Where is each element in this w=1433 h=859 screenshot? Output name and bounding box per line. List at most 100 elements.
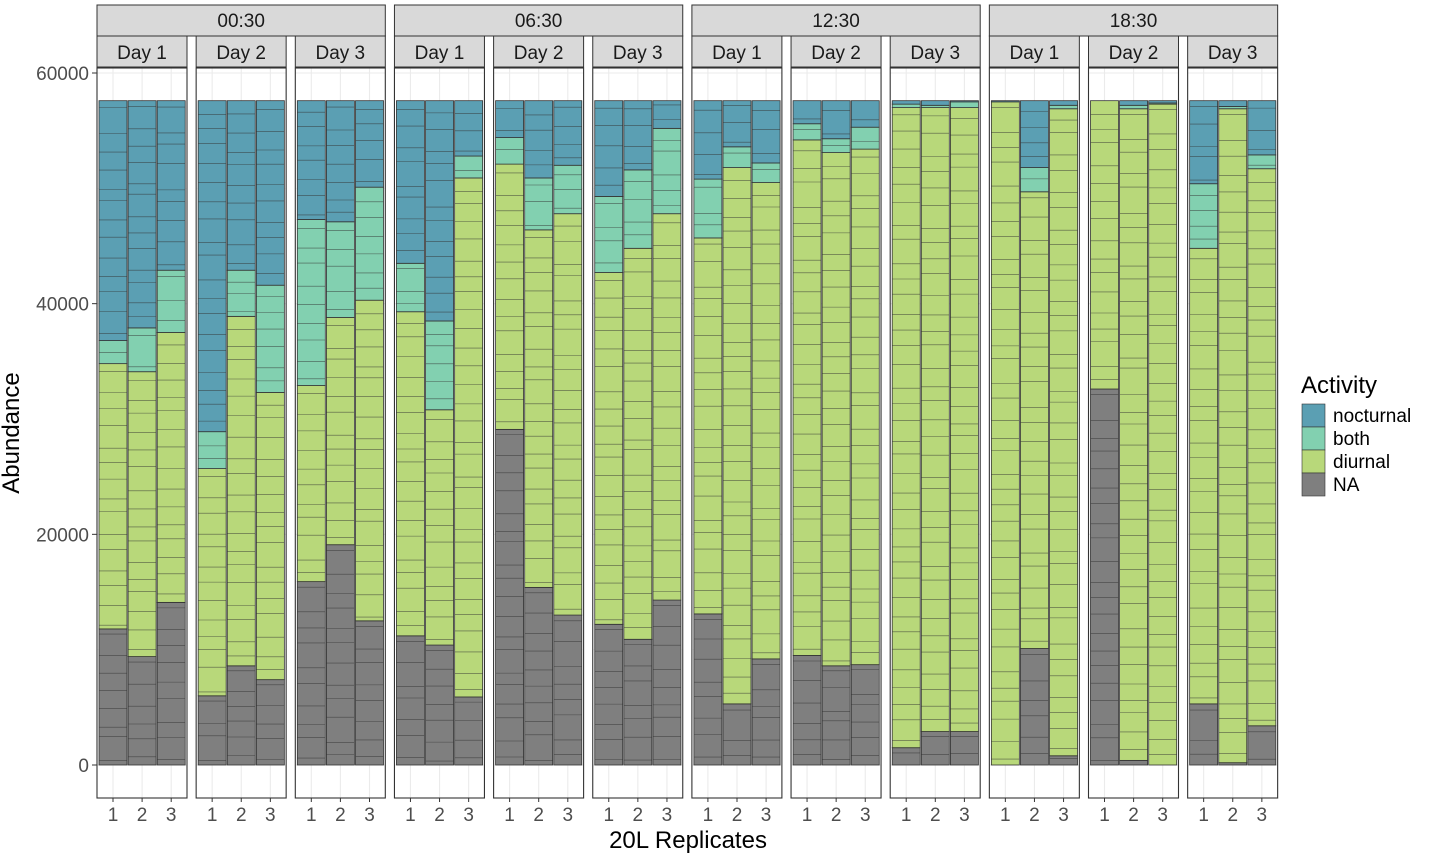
bar-segment-nocturnal xyxy=(1148,100,1178,104)
bar-segment-diurnal xyxy=(127,371,157,657)
bar-segment-both xyxy=(255,284,285,393)
x-tick-label: 1 xyxy=(1198,805,1209,826)
bar-segment-diurnal xyxy=(425,409,454,646)
day-strip-label: Day 2 xyxy=(811,43,861,64)
bar-segment-nocturnal xyxy=(425,100,454,322)
x-tick-label: 2 xyxy=(434,805,445,826)
bar-segment-nocturnal xyxy=(1119,100,1148,106)
bar-segment-na xyxy=(425,644,454,766)
bar-segment-nocturnal xyxy=(990,100,1020,103)
bar-segment-na xyxy=(1189,703,1219,766)
bar-segment-both xyxy=(1119,104,1148,110)
bar-segment-na xyxy=(594,623,624,766)
bar-segment-nocturnal xyxy=(255,100,285,286)
bar-segment-diurnal xyxy=(623,247,653,640)
facet-panel: Day 2 1 2 3 xyxy=(790,35,882,826)
bar-segment-diurnal xyxy=(821,152,851,667)
bar-segment-nocturnal xyxy=(623,100,653,171)
facet-panel: Day 1 1 2 3 xyxy=(988,35,1080,826)
bar-segment-diurnal xyxy=(1218,108,1248,764)
bar-segment-diurnal xyxy=(722,167,752,705)
bar-segment-both xyxy=(1020,167,1049,193)
bar-segment-diurnal xyxy=(98,363,128,630)
bar-segment-both xyxy=(1247,154,1277,170)
bar-segment-both xyxy=(396,262,425,313)
bar-segment-both xyxy=(325,221,355,318)
facet-panel: Day 3 1 2 3 xyxy=(294,35,386,826)
bar-segment-diurnal xyxy=(1148,103,1178,766)
bar-segment-nocturnal xyxy=(1218,100,1248,107)
x-tick-label: 2 xyxy=(137,805,148,826)
bar-segment-nocturnal xyxy=(454,100,484,157)
bar-segment-na xyxy=(722,703,752,766)
bar-segment-both xyxy=(594,196,624,273)
bar-segment-nocturnal xyxy=(751,100,781,164)
bar-segment-na xyxy=(920,731,950,766)
bar-segment-both xyxy=(425,320,454,411)
x-tick-label: 3 xyxy=(860,805,871,826)
bar-segment-diurnal xyxy=(355,299,384,622)
x-tick-label: 1 xyxy=(703,805,714,826)
bar-segment-nocturnal xyxy=(197,100,227,433)
x-tick-label: 3 xyxy=(463,805,474,826)
x-tick-label: 1 xyxy=(108,805,119,826)
day-strip-label: Day 1 xyxy=(712,43,762,64)
day-strip-label: Day 3 xyxy=(613,43,663,64)
time-strip: 12:30 xyxy=(691,4,981,37)
bar-segment-nocturnal xyxy=(355,100,384,188)
bar-segment-na xyxy=(127,656,157,766)
x-tick-label: 1 xyxy=(603,805,614,826)
x-tick-label: 3 xyxy=(959,805,970,826)
bar-segment-both xyxy=(891,103,921,108)
legend-swatch xyxy=(1301,403,1326,428)
bar-segment-diurnal xyxy=(156,332,186,603)
facet-panel: Day 3 1 2 3 xyxy=(1187,35,1279,826)
x-tick-label: 3 xyxy=(1058,805,1069,826)
facet-panel: Day 2 1 2 3 xyxy=(195,35,287,826)
bar-segment-diurnal xyxy=(325,317,355,546)
legend-label: nocturnal xyxy=(1333,406,1411,427)
bar-segment-both xyxy=(127,327,157,373)
bar-segment-nocturnal xyxy=(594,100,624,197)
bar-segment-both xyxy=(454,155,484,179)
x-tick-label: 3 xyxy=(761,805,772,826)
x-tick-label: 1 xyxy=(901,805,912,826)
facet-panel: Day 3 1 2 3 xyxy=(592,35,684,826)
bar-segment-diurnal xyxy=(396,311,425,637)
bar-segment-nocturnal xyxy=(1247,100,1277,156)
legend-swatch xyxy=(1301,426,1326,451)
bar-segment-both xyxy=(1189,183,1219,249)
bar-segment-nocturnal xyxy=(495,100,525,138)
bar-segment-na xyxy=(454,696,484,766)
bar-segment-na xyxy=(156,601,186,766)
bar-segment-na xyxy=(1119,759,1148,766)
x-tick-label: 2 xyxy=(1128,805,1139,826)
x-tick-label: 2 xyxy=(1029,805,1040,826)
bar-segment-diurnal xyxy=(950,107,979,732)
bar-segment-both xyxy=(495,137,525,165)
y-tick-label: 20000 xyxy=(36,525,89,546)
x-tick-label: 1 xyxy=(504,805,515,826)
facet-panel: Day 1 1 2 3 xyxy=(393,35,486,826)
bar-segment-nocturnal xyxy=(920,100,950,106)
x-tick-label: 3 xyxy=(265,805,276,826)
bar-segment-nocturnal xyxy=(553,100,583,166)
x-tick-label: 1 xyxy=(306,805,317,826)
x-tick-label: 3 xyxy=(1257,805,1268,826)
bar-segment-both xyxy=(693,178,723,239)
bar-segment-diurnal xyxy=(1119,108,1148,761)
x-tick-label: 1 xyxy=(405,805,416,826)
bar-segment-nocturnal xyxy=(652,100,682,129)
bar-segment-na xyxy=(1020,648,1049,766)
day-strip-label: Day 2 xyxy=(1109,43,1159,64)
bar-segment-nocturnal xyxy=(850,100,880,128)
bar-segment-both xyxy=(156,269,186,333)
day-strip-label: Day 1 xyxy=(1010,43,1060,64)
bar-segment-nocturnal xyxy=(325,100,355,223)
bar-segment-na xyxy=(255,679,285,766)
facet-panel: Day 2 1 2 3 xyxy=(493,35,585,826)
bar-segment-diurnal xyxy=(495,163,525,430)
time-strip: 18:30 xyxy=(988,4,1279,37)
bar-segment-nocturnal xyxy=(693,100,723,180)
bar-segment-nocturnal xyxy=(792,100,822,125)
